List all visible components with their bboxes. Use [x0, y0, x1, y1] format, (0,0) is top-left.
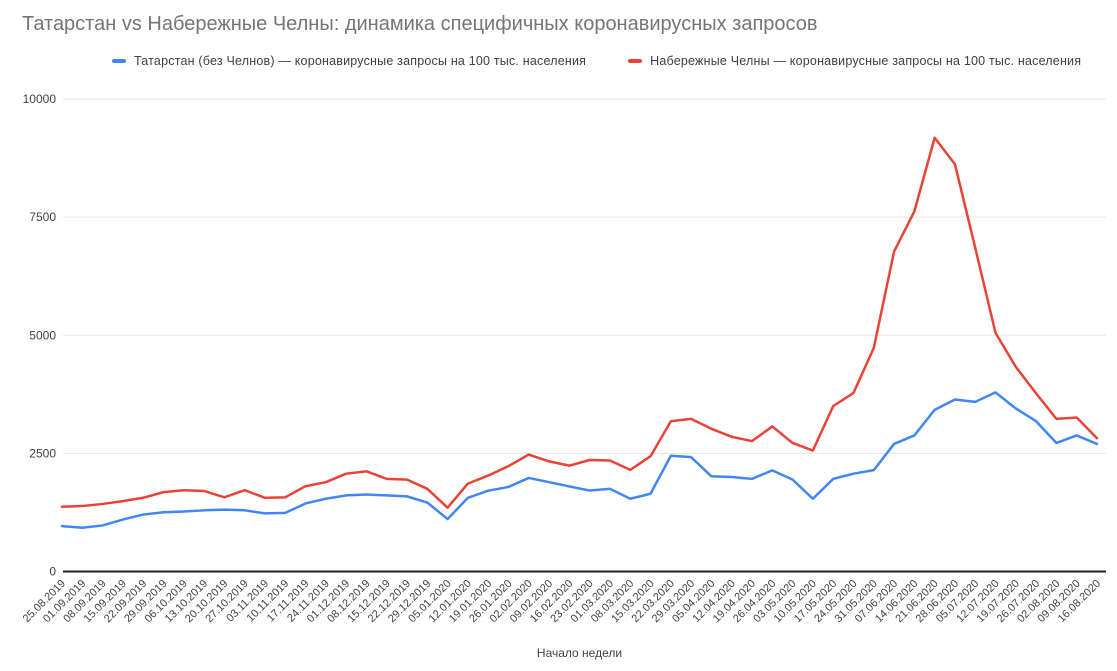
- line-chart[interactable]: 02500500075001000025.08.201901.09.201908…: [0, 75, 1117, 671]
- y-axis-tick-label: 2500: [29, 446, 56, 460]
- legend-item-chelny[interactable]: Набережные Челны — коронавирусные запрос…: [628, 54, 1081, 68]
- legend-label-tatarstan: Татарстан (без Челнов) — коронавирусные …: [134, 54, 587, 68]
- legend-marker-blue-icon: [112, 59, 126, 63]
- chart-legend: Татарстан (без Челнов) — коронавирусные …: [0, 53, 1117, 69]
- y-axis-tick-label: 10000: [23, 92, 57, 106]
- legend-item-tatarstan[interactable]: Татарстан (без Челнов) — коронавирусные …: [112, 54, 586, 68]
- chart-title: Татарстан vs Набережные Челны: динамика …: [22, 13, 818, 35]
- legend-label-chelny: Набережные Челны — коронавирусные запрос…: [650, 54, 1082, 68]
- y-axis-tick-label: 7500: [29, 210, 56, 224]
- y-axis-tick-label: 5000: [29, 328, 56, 342]
- series-line-tatarstan[interactable]: [60, 391, 1099, 530]
- y-axis-tick-label: 0: [49, 565, 56, 579]
- legend-marker-red-icon: [628, 59, 643, 63]
- series-line-chelny[interactable]: [60, 136, 1099, 509]
- x-axis-title: Начало недели: [537, 646, 622, 660]
